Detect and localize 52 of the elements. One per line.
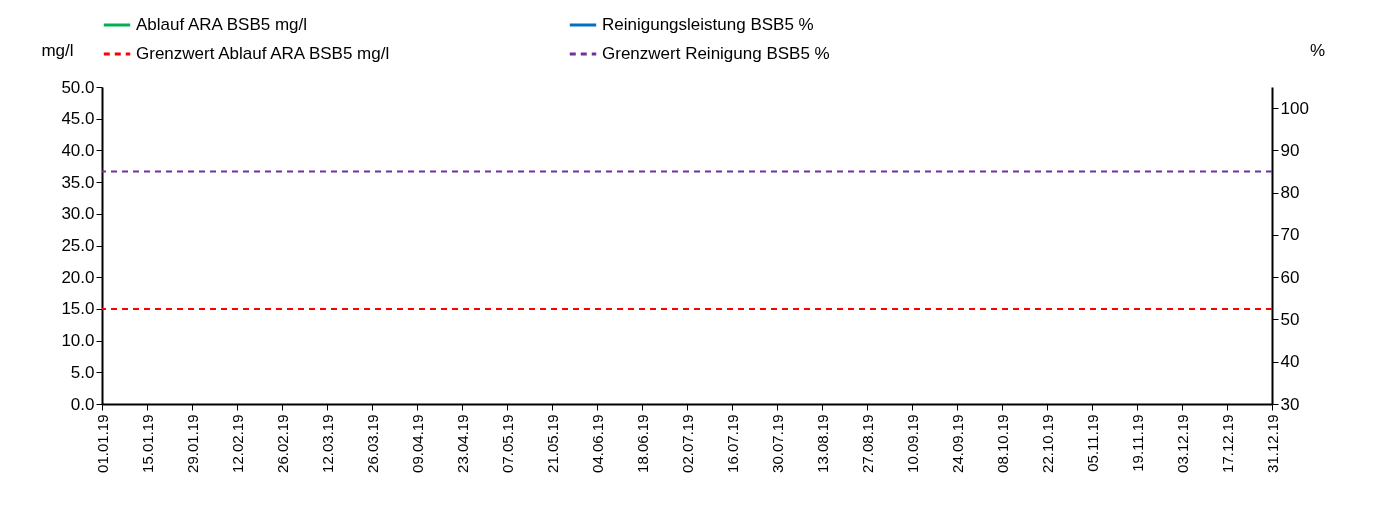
y-tick-label: 15.0: [61, 299, 95, 319]
x-tick-label: 17.12.19: [1218, 414, 1236, 473]
y2-tick-label: 60: [1280, 267, 1300, 287]
x-tick-label: 05.11.19: [1083, 414, 1101, 472]
y2-tick-label: 100: [1280, 98, 1309, 118]
x-tick-label: 15.01.19: [138, 414, 156, 473]
x-tick-label: 09.04.19: [408, 414, 426, 473]
y2-tick-label: 40: [1280, 352, 1300, 372]
y2-axis-title: %: [1309, 40, 1326, 60]
x-tick-label: 21.05.19: [543, 414, 561, 473]
x-tick-label: 03.12.19: [1173, 414, 1191, 473]
x-tick-label: 02.07.19: [678, 414, 696, 473]
y2-tick-label: 80: [1280, 183, 1300, 203]
x-tick-label: 04.06.19: [588, 414, 606, 473]
legend-label: Grenzwert Reinigung BSB5 %: [602, 44, 830, 63]
legend-label: Grenzwert Ablauf ARA BSB5 mg/l: [136, 44, 390, 63]
y-axis-title: mg/l: [41, 40, 74, 60]
y-tick-label: 5.0: [70, 362, 95, 382]
x-tick-label: 23.04.19: [453, 414, 471, 473]
x-tick-label: 29.01.19: [183, 414, 201, 473]
x-tick-label: 16.07.19: [723, 414, 741, 473]
y-tick-label: 40.0: [61, 140, 95, 160]
y-tick-label: 30.0: [61, 204, 95, 224]
x-tick-label: 19.11.19: [1128, 414, 1146, 472]
x-tick-label: 18.06.19: [633, 414, 651, 473]
y-tick-label: 0.0: [70, 394, 95, 414]
x-tick-label: 26.02.19: [273, 414, 291, 473]
y-tick-label: 35.0: [61, 172, 95, 192]
y-tick-label: 20.0: [61, 267, 95, 287]
y-tick-label: 45.0: [61, 109, 95, 129]
x-tick-label: 13.08.19: [813, 414, 831, 473]
x-tick-label: 12.03.19: [318, 414, 336, 473]
legend-label: Ablauf ARA BSB5 mg/l: [136, 15, 308, 34]
x-tick-label: 08.10.19: [993, 414, 1011, 473]
x-tick-label: 01.01.19: [93, 414, 111, 473]
y-tick-label: 50.0: [61, 77, 95, 97]
x-tick-label: 22.10.19: [1038, 414, 1056, 473]
x-tick-label: 10.09.19: [903, 414, 921, 473]
y2-tick-label: 30: [1280, 394, 1300, 414]
x-tick-label: 30.07.19: [768, 414, 786, 473]
y2-tick-label: 90: [1280, 140, 1300, 160]
x-tick-label: 12.02.19: [228, 414, 246, 473]
y-tick-label: 25.0: [61, 236, 95, 255]
x-tick-label: 27.08.19: [858, 414, 876, 473]
x-tick-label: 07.05.19: [498, 414, 516, 473]
y2-tick-label: 70: [1280, 225, 1300, 245]
x-tick-label: 26.03.19: [363, 414, 381, 473]
x-tick-label: 24.09.19: [948, 414, 966, 473]
x-tick-label: 31.12.19: [1263, 414, 1281, 473]
y-tick-label: 10.0: [61, 331, 95, 351]
legend-label: Reinigungsleistung BSB5 %: [602, 15, 814, 34]
y2-tick-label: 50: [1280, 309, 1300, 329]
